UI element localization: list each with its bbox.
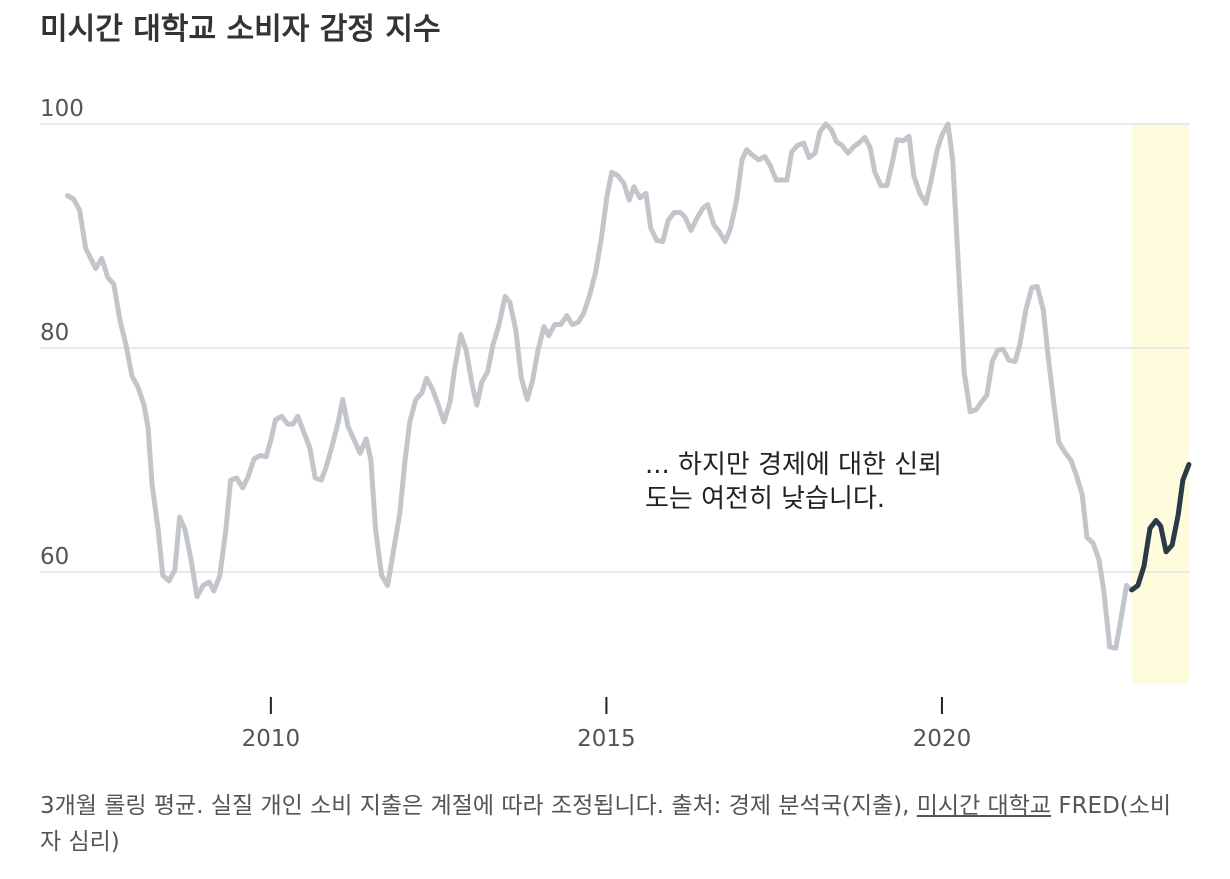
annotation: ... 하지만 경제에 대한 신뢰도는 여전히 낮습니다.	[645, 450, 943, 514]
y-tick-label: 60	[40, 544, 69, 570]
y-tick-label: 80	[40, 320, 69, 346]
chart-title: 미시간 대학교 소비자 감정 지수	[40, 12, 441, 47]
x-tick-label: 2015	[577, 726, 636, 752]
source-rest: FRED(소비자 심리)	[40, 793, 1172, 855]
x-tick-label: 2020	[913, 726, 972, 752]
x-tick-label: 2010	[242, 726, 301, 752]
line	[1129, 461, 1192, 593]
y-tick-label: 100	[40, 96, 84, 122]
line	[65, 121, 1134, 651]
source-link[interactable]: 미시간 대학교	[916, 793, 1052, 819]
note: 3개월 롤링 평균. 실질 개인 소비 지출은 계절에 따라 조정됩니다. 출처…	[40, 793, 910, 819]
footnote: 3개월 롤링 평균. 실질 개인 소비 지출은 계절에 따라 조정됩니다. 출처…	[40, 788, 1190, 860]
highlight-band	[1131, 124, 1189, 684]
